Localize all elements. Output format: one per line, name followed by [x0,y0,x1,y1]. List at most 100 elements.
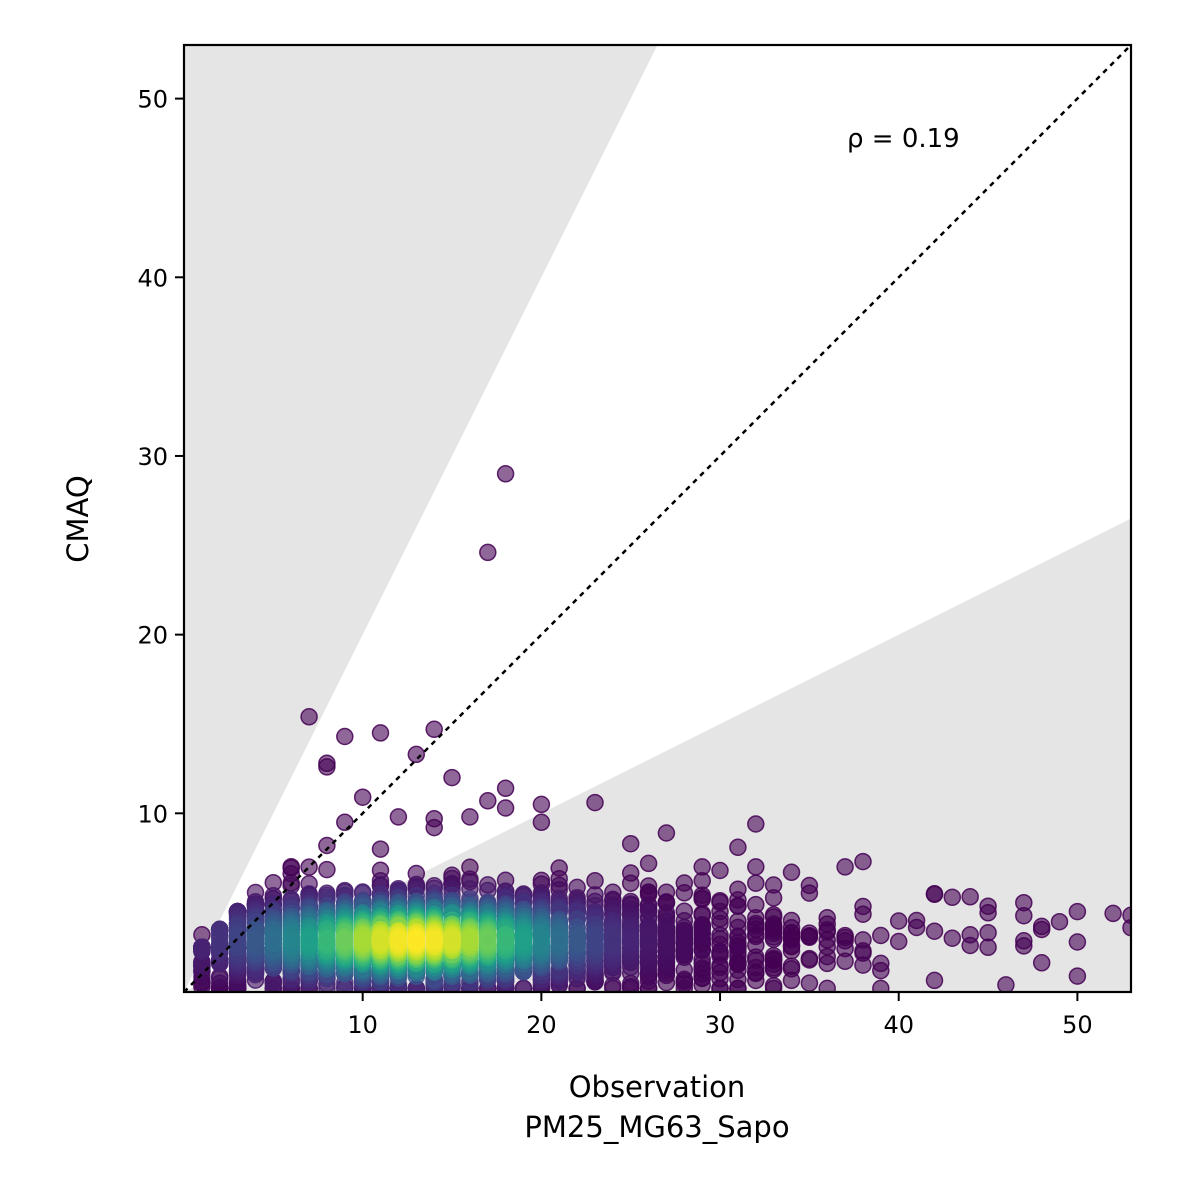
y-tick-label: 10 [137,800,168,828]
y-tick-label: 30 [137,443,168,471]
data-point [532,795,551,814]
data-point [193,938,211,957]
x-tick-label: 40 [883,1011,914,1039]
data-point [318,758,336,776]
data-point [889,912,908,930]
x-axis-subtitle: PM25_MG63_Sapo [524,1110,789,1144]
data-point [604,931,622,950]
data-point [1032,917,1051,936]
data-point [479,543,497,562]
data-point [336,813,354,832]
data-point [336,727,354,746]
data-point [782,957,801,975]
data-point [782,863,801,882]
data-point [496,779,515,798]
data-point [586,793,604,812]
data-point [621,931,640,949]
data-point [586,931,604,949]
data-point [747,874,765,892]
data-point [943,929,962,947]
data-point [961,888,979,906]
x-axis-title: Observation [569,1070,746,1104]
scatter-points [193,465,1131,992]
plot-frame [182,43,1133,994]
data-point [443,768,461,787]
data-point [818,931,836,949]
data-point [925,971,944,990]
data-point [479,792,497,810]
x-tick-label: 10 [347,1011,378,1039]
data-point [496,931,515,950]
data-point [961,926,979,944]
y-tick-label: 50 [137,86,168,114]
data-point [300,708,318,726]
data-point [318,931,336,949]
data-point [800,884,819,902]
data-point [496,465,515,483]
data-point [800,974,819,992]
data-point [1015,906,1033,925]
data-point [764,930,783,948]
data-point [1068,967,1087,985]
data-point [854,852,872,871]
data-point [425,818,443,837]
data-point [979,904,997,922]
data-point [657,931,676,949]
data-point [872,926,890,945]
one-to-one-line [184,45,1131,992]
data-point [496,799,515,817]
data-point [1104,904,1122,923]
data-point [461,931,479,949]
data-point [836,932,854,950]
data-point [747,858,765,876]
data-point [407,745,426,764]
data-point [729,979,747,992]
y-axis-title: CMAQ [61,475,95,562]
data-point [872,954,890,973]
data-point [621,834,640,853]
y-axis-ticks: 10 20 30 40 50 [137,86,184,828]
data-point [693,890,711,909]
data-point [747,815,765,833]
x-tick-label: 30 [705,1011,736,1039]
data-point [371,724,390,742]
data-point [1068,933,1087,951]
data-point [568,930,586,949]
data-point [246,930,265,949]
data-point [371,931,390,949]
x-tick-label: 50 [1062,1011,1093,1039]
data-point [729,933,747,952]
data-point [925,885,944,904]
data-point [479,931,497,950]
data-point [425,720,443,739]
data-point [371,840,390,858]
data-point [353,788,372,806]
y-tick-label: 20 [137,622,168,650]
data-point [621,874,640,892]
data-point [693,930,711,949]
data-point [318,836,336,855]
upper-shaded-region [184,45,658,992]
data-point [782,930,801,949]
data-point [443,931,461,950]
data-point [854,905,872,923]
data-point [800,928,819,947]
data-point [693,872,711,890]
data-point [657,824,676,842]
data-point [353,931,372,949]
data-point [925,922,944,940]
data-point [336,931,354,950]
data-point [318,860,336,879]
x-axis-ticks: 10 20 30 40 50 [347,992,1093,1039]
data-point [675,884,694,902]
data-point [889,932,908,951]
data-point [210,930,229,949]
data-point [425,931,443,949]
data-point [979,938,997,957]
data-point [389,931,408,949]
x-tick-label: 20 [526,1011,557,1039]
data-point [1050,912,1069,931]
data-point [747,927,765,946]
data-point [550,931,568,949]
